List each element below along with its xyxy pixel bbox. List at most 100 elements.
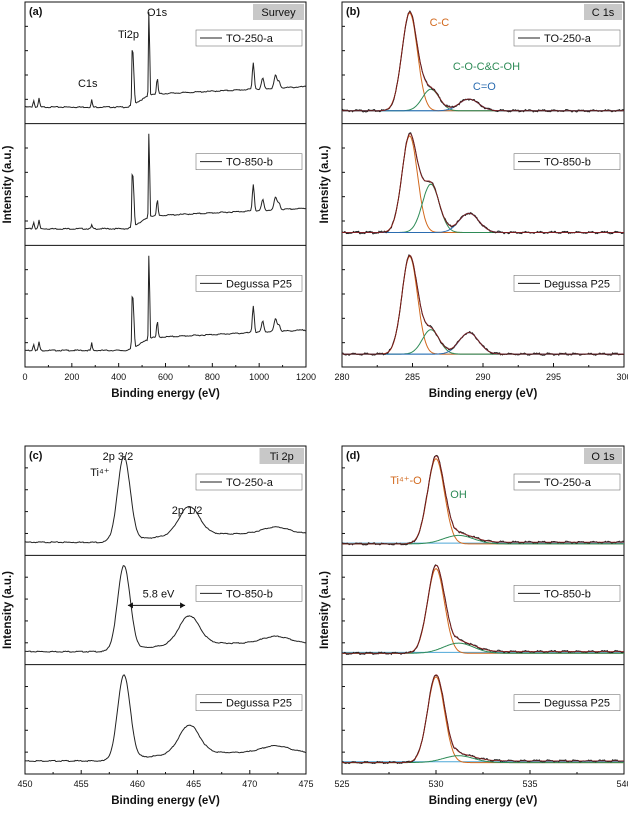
x-tick-label: 1000 [249, 372, 269, 382]
legend-box [513, 153, 621, 170]
fit-component [342, 332, 624, 355]
panel-tag-box [584, 448, 622, 464]
panel-tag: C 1s [592, 7, 615, 19]
fit-component [342, 458, 624, 545]
fit-component [342, 329, 624, 355]
x-tick-label: 400 [111, 372, 126, 382]
plot-frame [341, 445, 625, 775]
x-tick-label: 285 [405, 372, 420, 382]
y-axis-label: Intensity (a.u.) [319, 571, 331, 649]
annotation-label: C-C [430, 17, 450, 29]
plot-frame [24, 1, 307, 368]
legend-box [513, 275, 621, 292]
panel-c: 450 455 460 465 470 475 Binding energy (eV) Int… [2, 445, 314, 807]
panel-tag-box [259, 448, 304, 464]
fit-envelope [342, 133, 624, 233]
spectrum-line [24, 133, 307, 231]
y-axis-label: Intensity (a.u.) [319, 145, 331, 223]
fit-envelope [342, 254, 624, 355]
legend-box [513, 473, 621, 491]
plot-frame [341, 1, 625, 368]
legend-label: Degussa P25 [544, 698, 610, 710]
legend-box [513, 694, 621, 711]
x-tick-label: 0 [22, 372, 27, 382]
x-tick-label: 800 [205, 372, 220, 382]
x-tick-label: 450 [17, 779, 32, 789]
legend-label: TO-850-b [544, 588, 591, 600]
x-tick-label: 455 [74, 779, 89, 789]
panel-a: 0 200 400 600 800 1000 1200 Binding energy (eV)… [2, 1, 316, 400]
x-axis-label: Binding energy (eV) [111, 795, 220, 807]
fit-component [342, 568, 624, 654]
spectrum-line [341, 253, 625, 357]
fit-component [342, 135, 624, 233]
legend-box [195, 585, 303, 602]
x-tick-label: 465 [186, 779, 201, 789]
annotation-label: C1s [78, 78, 98, 90]
legend-label: TO-850-b [544, 157, 591, 169]
legend-label: TO-850-b [226, 588, 273, 600]
annotation-label: Ti⁴⁺-O [390, 475, 422, 487]
panel-tag-box [253, 4, 304, 20]
legend-label: TO-250-a [544, 477, 592, 489]
legend-box [195, 153, 303, 170]
legend-label: TO-250-a [226, 33, 274, 45]
fit-component [342, 98, 624, 112]
spectrum-line [341, 674, 625, 765]
annotation-label: C=O [473, 81, 496, 93]
x-tick-label: 295 [546, 372, 561, 382]
legend-label: Degussa P25 [226, 278, 292, 290]
spectrum-line [24, 12, 307, 109]
annotation-label: 2p 3/2 [103, 451, 134, 463]
panel-label: (d) [346, 450, 360, 462]
x-tick-label: 525 [334, 779, 349, 789]
annotation-label: OH [450, 489, 467, 501]
legend-label: TO-850-b [226, 157, 273, 169]
fit-envelope [342, 564, 624, 654]
spectrum-line [341, 454, 625, 546]
annotation-label: C-O-C&C-OH [453, 61, 520, 73]
panel-label: (a) [29, 6, 43, 18]
panel-tag: Survey [261, 7, 296, 19]
legend-box [195, 275, 303, 292]
spectrum-line [341, 132, 625, 235]
annotation-label: O1s [147, 7, 168, 19]
legend-box [195, 694, 303, 711]
legend-box [513, 585, 621, 602]
panel-label: (c) [29, 450, 43, 462]
fit-envelope [342, 11, 624, 112]
x-tick-label: 475 [298, 779, 313, 789]
y-axis-label: Intensity (a.u.) [2, 571, 14, 649]
panel-tag-box [584, 4, 622, 20]
x-tick-label: 1200 [296, 372, 316, 382]
x-axis-label: Binding energy (eV) [429, 795, 538, 807]
spectrum-line [24, 455, 307, 544]
x-tick-label: 600 [158, 372, 173, 382]
x-tick-label: 460 [130, 779, 145, 789]
x-tick-label: 200 [64, 372, 79, 382]
annotation-label: Ti⁴⁺ [90, 467, 109, 479]
spectrum-line [24, 255, 307, 352]
legend-box [195, 29, 303, 47]
fit-component [342, 212, 624, 233]
x-tick-label: 290 [475, 372, 490, 382]
y-axis-label: Intensity (a.u.) [2, 145, 14, 223]
x-axis-label: Binding energy (eV) [111, 388, 220, 400]
x-tick-label: 280 [334, 372, 349, 382]
annotation-label: Ti2p [118, 29, 139, 41]
x-axis-label: Binding energy (eV) [429, 388, 538, 400]
x-tick-label: 540 [616, 779, 628, 789]
panel-d: 525 530 535 540 Binding energy (eV) Intensity… [319, 445, 628, 807]
annotation-label: 2p 1/2 [172, 505, 203, 517]
legend-label: Degussa P25 [226, 698, 292, 710]
panel-label: (b) [346, 6, 360, 18]
spectrum-line [341, 564, 625, 656]
x-tick-label: 470 [242, 779, 257, 789]
fit-component [342, 676, 624, 764]
fit-envelope [342, 674, 624, 764]
fit-component [342, 255, 624, 355]
arrow-head [127, 602, 133, 609]
legend-box [195, 473, 303, 491]
x-tick-label: 535 [522, 779, 537, 789]
